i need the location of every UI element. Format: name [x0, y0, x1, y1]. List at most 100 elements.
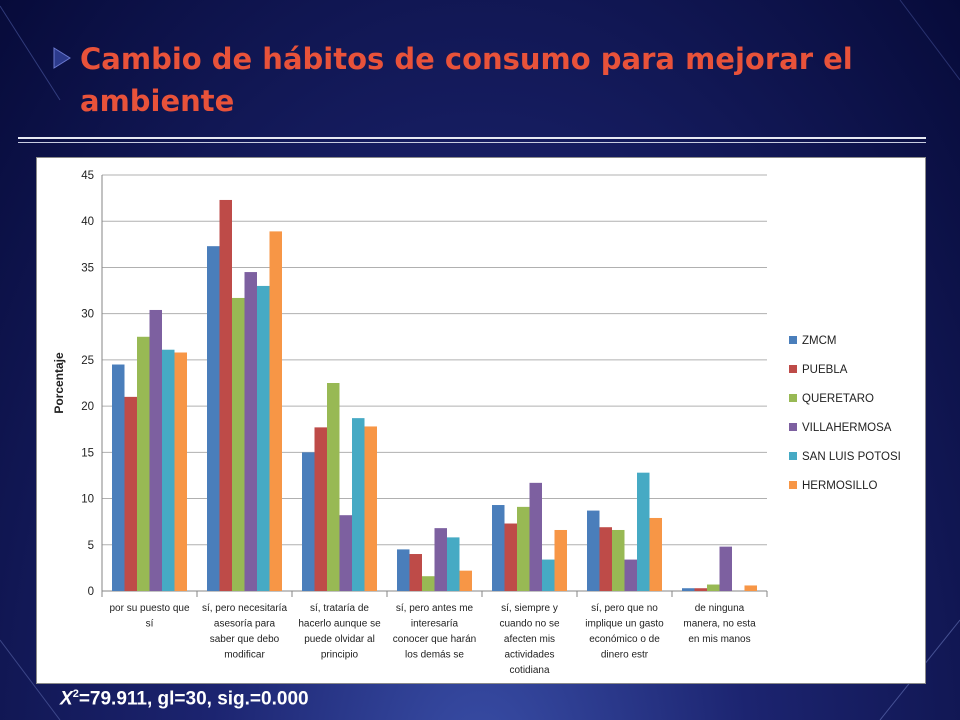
bar-san-luis-potosi: [257, 285, 270, 591]
bar-queretaro: [707, 584, 720, 591]
chart-container: 0 5 10 15 20 25 30 35 40 45 por su puesto que sí sí,…: [36, 157, 926, 684]
bar-queretaro: [327, 383, 340, 591]
bar-hermosillo: [364, 426, 377, 591]
bar-zmcm: [207, 246, 220, 591]
x-category-label-line: los demás se: [405, 650, 464, 661]
x-category-label: de ninguna manera, no esta en mis manos: [683, 603, 756, 645]
x-category-label-line: cuando no se: [499, 619, 559, 630]
bar-villahermosa: [529, 482, 542, 591]
x-category-label-line: manera, no esta: [683, 619, 756, 630]
title-arrow-icon: [53, 47, 71, 69]
bar-san-luis-potosi: [637, 472, 650, 591]
bar-villahermosa: [434, 528, 447, 591]
y-tick-label: 0: [88, 586, 94, 598]
x-category-label-line: sí: [146, 619, 154, 630]
y-tick-label: 5: [88, 540, 94, 552]
legend-swatch: [789, 423, 797, 431]
bar-queretaro: [232, 297, 245, 591]
x-category-label: sí, pero necesitaría asesoría para saber q…: [202, 603, 287, 661]
title-divider-thin: [18, 142, 926, 143]
bar-chart: 0 5 10 15 20 25 30 35 40 45 por su puesto que sí sí,…: [52, 170, 901, 676]
x-category-label-line: sí, pero antes me: [396, 603, 474, 614]
bar-queretaro: [137, 336, 150, 591]
x-category-label-line: en mis manos: [688, 634, 750, 645]
y-tick-label: 10: [81, 494, 94, 506]
bar-san-luis-potosi: [352, 418, 365, 591]
x-category-label-line: interesaría: [411, 619, 459, 630]
bar-hermosillo: [459, 570, 472, 591]
y-tick-label: 35: [81, 262, 94, 274]
bar-hermosillo: [174, 352, 187, 591]
bar-queretaro: [612, 529, 625, 591]
x-category-label: sí, trataría de hacerlo aunque se puede ol…: [298, 603, 381, 661]
bar-hermosillo: [554, 529, 567, 591]
bar-villahermosa: [719, 546, 732, 591]
x-category-label-line: conocer que harán: [393, 634, 476, 645]
x-category-label-line: hacerlo aunque se: [298, 619, 381, 630]
x-category-label-line: actividades: [504, 650, 554, 661]
legend-swatch: [789, 481, 797, 489]
x-category-label-line: sí, siempre y: [501, 603, 558, 614]
x-category-label: sí, pero antes me interesaría conocer que …: [393, 603, 476, 661]
bar-san-luis-potosi: [447, 537, 460, 591]
chi-square-statistic: X2=79.911, gl=30, sig.=0.000: [60, 688, 309, 710]
stat-superscript: 2: [72, 688, 79, 700]
bar-zmcm: [302, 452, 315, 591]
stat-values: =79.911, gl=30, sig.=0.000: [78, 688, 309, 710]
x-category-label-line: modificar: [224, 650, 265, 661]
legend-swatch: [789, 394, 797, 402]
legend-label: SAN LUIS POTOSI: [802, 451, 901, 463]
x-category-label-line: asesoría para: [214, 619, 276, 630]
x-category-label-line: cotidiana: [509, 665, 549, 676]
x-category-label: por su puesto que sí: [109, 603, 189, 630]
bar-zmcm: [397, 549, 410, 591]
x-category-label-line: dinero estr: [601, 650, 649, 661]
x-category-label-line: saber que debo: [210, 634, 280, 645]
bar-villahermosa: [339, 515, 352, 591]
slide-title: Cambio de hábitos de consumo para mejora…: [80, 42, 853, 118]
title-divider: [18, 137, 926, 139]
x-category-label-line: económico o de: [589, 634, 660, 645]
x-category-label: sí, pero que no implique un gasto económic…: [585, 603, 664, 661]
bar-puebla: [694, 588, 707, 591]
bar-san-luis-potosi: [542, 559, 555, 591]
bar-hermosillo: [269, 231, 282, 591]
y-tick-label: 25: [81, 355, 94, 367]
y-tick-label: 20: [81, 401, 94, 413]
x-category-label-line: por su puesto que: [109, 603, 189, 614]
legend-swatch: [789, 365, 797, 373]
bar-san-luis-potosi: [162, 349, 175, 591]
bar-zmcm: [587, 510, 600, 591]
legend-label: PUEBLA: [802, 364, 848, 376]
legend-swatch: [789, 336, 797, 344]
x-category-label-line: sí, trataría de: [310, 603, 369, 614]
x-category-label-line: implique un gasto: [585, 619, 664, 630]
y-tick-label: 45: [81, 170, 94, 182]
y-tick-label: 30: [81, 309, 94, 321]
bar-zmcm: [682, 588, 695, 591]
x-category-label-line: principio: [321, 650, 359, 661]
legend-label: ZMCM: [802, 335, 837, 347]
legend-swatch: [789, 452, 797, 460]
bar-zmcm: [492, 505, 505, 591]
y-axis-title: Porcentaje: [52, 352, 66, 414]
bar-queretaro: [422, 576, 435, 591]
bar-villahermosa: [244, 272, 257, 591]
legend-label: QUERETARO: [802, 393, 874, 405]
bar-zmcm: [112, 364, 125, 591]
x-category-label-line: de ninguna: [695, 603, 745, 614]
y-tick-label: 40: [81, 216, 94, 228]
x-category-label-line: sí, pero necesitaría: [202, 603, 287, 614]
bar-puebla: [504, 523, 517, 591]
x-category-label-line: afecten mis: [504, 634, 555, 645]
legend-label: VILLAHERMOSA: [802, 422, 892, 434]
stat-symbol: X: [60, 688, 73, 710]
bar-puebla: [219, 199, 232, 591]
bar-hermosillo: [744, 585, 757, 591]
bar-queretaro: [517, 506, 530, 591]
bar-puebla: [124, 396, 137, 591]
x-category-label-line: puede olvidar al: [304, 634, 375, 645]
bar-puebla: [314, 427, 327, 591]
bar-puebla: [409, 554, 422, 591]
x-category-label: sí, siempre y cuando no se afecten mis acti…: [499, 603, 559, 676]
